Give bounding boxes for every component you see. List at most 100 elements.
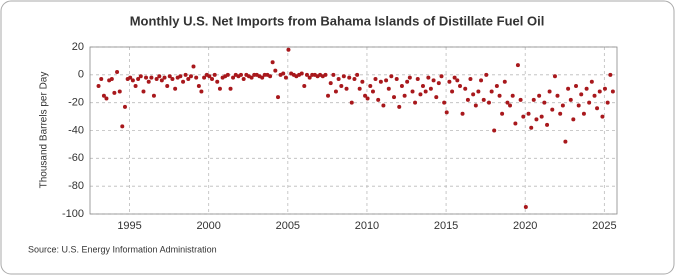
data-point [434, 95, 439, 100]
y-tick-label: 0 [78, 69, 84, 81]
data-point [104, 96, 109, 101]
data-point [428, 86, 433, 91]
data-point [188, 74, 193, 79]
plot-frame [89, 46, 618, 215]
data-point [283, 75, 288, 80]
data-point [210, 77, 215, 82]
x-tick-label: 2015 [434, 220, 458, 232]
data-point [141, 89, 146, 94]
data-point [579, 92, 584, 97]
data-point [115, 70, 120, 75]
data-point [270, 60, 275, 65]
data-point [341, 74, 346, 79]
data-point [513, 121, 518, 126]
data-point [268, 74, 273, 79]
data-point [260, 75, 265, 80]
data-point [286, 47, 291, 52]
data-point [128, 75, 133, 80]
data-point [431, 78, 436, 83]
data-point [133, 83, 138, 88]
data-point [344, 86, 349, 91]
data-point [592, 93, 597, 98]
data-point [510, 93, 515, 98]
y-tick-label: -60 [68, 152, 84, 164]
data-point [389, 74, 394, 79]
data-point [381, 103, 386, 108]
marks-layer [96, 47, 615, 210]
data-point [228, 86, 233, 91]
data-point [547, 89, 552, 94]
data-point [518, 97, 523, 102]
data-point [173, 86, 178, 91]
data-point [560, 103, 565, 108]
data-point [465, 97, 470, 102]
data-point [576, 103, 581, 108]
data-point [486, 100, 491, 105]
y-tick-label: 20 [72, 41, 84, 53]
data-point [101, 93, 106, 98]
data-point [500, 111, 505, 116]
data-point [304, 72, 309, 77]
y-axis-label: Thousand Barrels per Day [39, 72, 50, 189]
data-point [376, 97, 381, 102]
data-point [178, 74, 183, 79]
data-point [410, 89, 415, 94]
data-point [144, 75, 149, 80]
data-point [136, 77, 141, 82]
data-point [215, 79, 220, 84]
data-point [138, 74, 143, 79]
data-point [418, 92, 423, 97]
data-point [542, 100, 547, 105]
data-point [526, 111, 531, 116]
data-point [502, 79, 507, 84]
data-point [360, 79, 365, 84]
data-point [146, 79, 151, 84]
data-point [587, 100, 592, 105]
data-point [529, 125, 534, 130]
data-point [610, 89, 615, 94]
data-point [550, 107, 555, 112]
data-point [552, 74, 557, 79]
data-point [584, 86, 589, 91]
data-point [405, 79, 410, 84]
y-tick-label: -40 [68, 124, 84, 136]
data-point [249, 75, 254, 80]
data-point [568, 97, 573, 102]
chart-title: Monthly U.S. Net Imports from Bahama Isl… [130, 13, 545, 28]
data-point [181, 79, 186, 84]
data-point [165, 83, 170, 88]
data-point [281, 71, 286, 76]
data-point [415, 77, 420, 82]
data-point [447, 79, 452, 84]
data-point [399, 83, 404, 88]
data-point [392, 95, 397, 100]
data-point [494, 83, 499, 88]
data-point [328, 81, 333, 86]
data-point [484, 72, 489, 77]
data-point [479, 78, 484, 83]
data-point [521, 114, 526, 119]
data-point [600, 114, 605, 119]
x-tick-label: 2020 [513, 220, 537, 232]
data-point [378, 79, 383, 84]
data-point [523, 205, 528, 210]
data-point [373, 77, 378, 82]
data-point [595, 106, 600, 111]
data-point [154, 77, 159, 82]
data-point [159, 78, 164, 83]
x-tick-label: 2025 [592, 220, 616, 232]
data-point [339, 83, 344, 88]
data-point [122, 104, 127, 109]
data-point [471, 92, 476, 97]
data-point [217, 86, 222, 91]
data-point [439, 74, 444, 79]
data-point [207, 74, 212, 79]
data-point [365, 96, 370, 101]
data-point [563, 139, 568, 144]
data-point [302, 83, 307, 88]
data-point [402, 93, 407, 98]
data-point [167, 74, 172, 79]
data-point [463, 86, 468, 91]
